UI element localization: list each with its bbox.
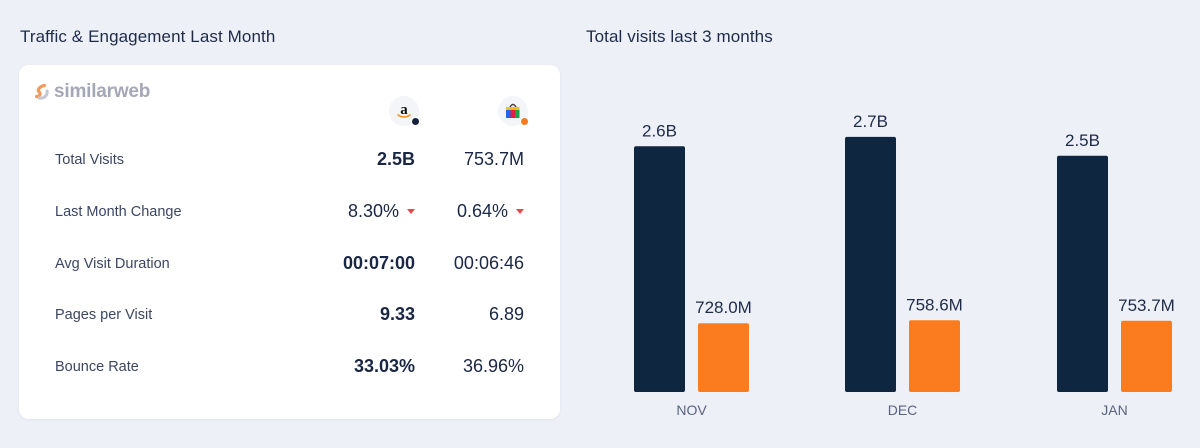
total-visits-title: Total visits last 3 months	[586, 27, 773, 46]
down-caret-icon	[516, 209, 524, 214]
metric-row: Avg Visit Duration 00:07:00 00:06:46	[19, 250, 560, 280]
shopping-bag-icon	[498, 96, 529, 126]
metric-value-competitor: 0.64%	[457, 201, 524, 222]
down-caret-icon	[407, 209, 415, 214]
metric-label: Avg Visit Duration	[55, 256, 170, 272]
metric-value-amazon: 9.33	[379, 304, 415, 324]
bar-nov-amazon	[634, 146, 685, 392]
similarweb-mark-icon	[35, 84, 49, 100]
x-tick-label: DEC	[888, 402, 918, 418]
metric-value-competitor: 36.96%	[462, 356, 524, 376]
bar-value-label: 2.5B	[1065, 131, 1100, 150]
x-tick-label: NOV	[676, 402, 707, 418]
metric-value-amazon: 00:07:00	[342, 253, 415, 273]
metric-value-competitor: 00:06:46	[453, 253, 524, 273]
similarweb-brand-text: similarweb	[54, 81, 151, 102]
metric-value-competitor: 753.7M	[463, 149, 524, 169]
metric-row: Last Month Change 8.30% 0.64%	[19, 198, 560, 228]
metric-row: Bounce Rate 33.03% 36.96%	[19, 353, 560, 383]
bar-value-label: 728.0M	[695, 298, 752, 317]
metric-value-amazon: 33.03%	[353, 356, 415, 376]
metric-label: Bounce Rate	[55, 359, 139, 375]
traffic-engagement-card: similarweb a Total Visits 2.5B 753.7M Last …	[19, 65, 560, 419]
shop-site-dot	[520, 117, 529, 126]
bar-value-label: 758.6M	[906, 295, 963, 314]
bar-dec-amazon	[845, 136, 896, 392]
metric-row: Pages per Visit 9.33 6.89	[19, 301, 560, 331]
bar-value-label: 2.6B	[642, 121, 677, 140]
metric-value-amazon: 2.5B	[376, 149, 415, 169]
bar-nov-competitor	[698, 323, 749, 392]
bar-value-label: 2.7B	[853, 112, 888, 131]
amazon-smile-icon	[397, 114, 411, 118]
similarweb-logo: similarweb	[35, 81, 150, 103]
traffic-engagement-title: Traffic & Engagement Last Month	[20, 27, 276, 46]
metric-label: Last Month Change	[55, 204, 182, 220]
bar-value-label: 753.7M	[1118, 296, 1175, 315]
x-tick-label: JAN	[1101, 402, 1127, 418]
bar-jan-amazon	[1057, 155, 1108, 392]
metric-row: Total Visits 2.5B 753.7M	[19, 146, 560, 176]
bar-dec-competitor	[909, 320, 960, 392]
metric-value-amazon: 8.30%	[348, 201, 415, 222]
amazon-site-dot	[411, 117, 420, 126]
metric-label: Total Visits	[55, 152, 125, 168]
bar-jan-competitor	[1121, 320, 1172, 392]
total-visits-bar-chart: 2.6B 728.0M NOV 2.7B 758.6M DEC 2.5B 753.7M JAN	[634, 112, 1175, 418]
metric-value-competitor: 6.89	[488, 304, 524, 324]
amazon-logo-icon: a	[389, 96, 420, 126]
metric-label: Pages per Visit	[55, 307, 153, 323]
